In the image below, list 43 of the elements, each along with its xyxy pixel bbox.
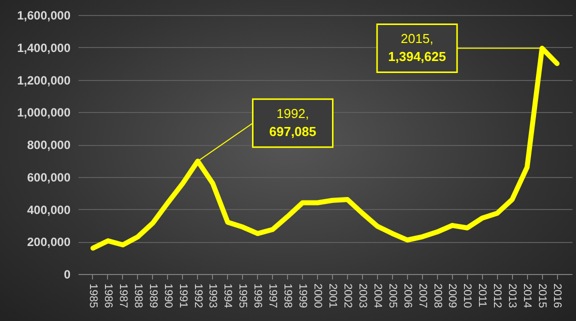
x-tick-label: 1997 xyxy=(266,284,279,308)
x-tick-label: 2002 xyxy=(341,284,354,308)
x-tick-label: 2003 xyxy=(356,284,368,308)
x-tick-label: 1987 xyxy=(116,284,129,308)
x-tick-label: 1991 xyxy=(176,284,189,308)
x-tick-label: 2014 xyxy=(521,284,534,308)
x-tick-label: 2011 xyxy=(476,284,488,308)
y-tick-label: 200,000 xyxy=(27,235,71,250)
x-tick-label: 1990 xyxy=(162,284,174,308)
x-tick-label: 1999 xyxy=(296,284,309,308)
x-tick-label: 1998 xyxy=(282,284,294,308)
y-tick-label: 600,000 xyxy=(27,170,71,184)
x-tick-label: 1989 xyxy=(146,284,159,308)
x-tick-label: 1993 xyxy=(206,284,219,308)
y-tick-label: 400,000 xyxy=(27,202,71,217)
x-tick-label: 2013 xyxy=(506,284,518,308)
x-tick-label: 2012 xyxy=(491,284,504,308)
x-tick-label: 1995 xyxy=(236,284,249,308)
y-tick-label: 1,000,000 xyxy=(17,106,71,120)
x-tick-label: 2001 xyxy=(326,284,338,308)
y-tick-label: 1,400,000 xyxy=(17,40,71,55)
annotation: 2015, 1,394,625 xyxy=(388,31,446,64)
x-tick-label: 2008 xyxy=(431,284,444,308)
x-tick-label: 2007 xyxy=(416,284,428,308)
y-tick-label: 1,600,000 xyxy=(17,8,71,22)
y-tick-label: 0 xyxy=(64,268,71,282)
x-tick-label: 1988 xyxy=(132,284,144,308)
x-tick-label: 2005 xyxy=(386,284,398,308)
x-tick-label: 1992 xyxy=(192,284,204,308)
y-tick-label: 1,200,000 xyxy=(17,73,71,88)
x-tick-label: 1985 xyxy=(86,284,99,308)
x-tick-label: 2010 xyxy=(461,284,474,308)
x-tick-label: 2000 xyxy=(312,284,324,308)
x-tick-label: 1996 xyxy=(252,284,264,308)
x-tick-label: 2006 xyxy=(401,284,414,308)
x-tick-label: 2015 xyxy=(536,284,548,308)
x-tick-label: 1986 xyxy=(102,284,114,308)
annotation: 1992, 697,085 xyxy=(269,106,316,140)
y-tick-label: 800,000 xyxy=(27,138,71,152)
x-tick-label: 1994 xyxy=(222,284,234,308)
x-tick-label: 2016 xyxy=(551,284,564,308)
x-tick-label: 2009 xyxy=(446,284,458,308)
x-tick-label: 2004 xyxy=(371,284,384,308)
